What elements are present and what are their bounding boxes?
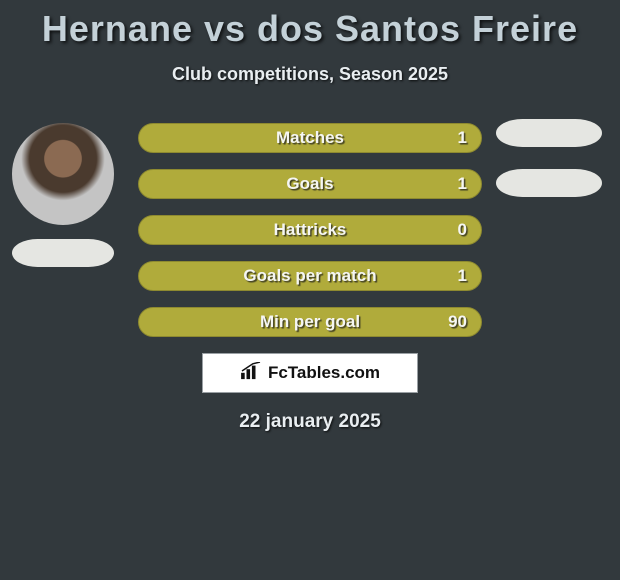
stat-value: 90: [448, 312, 467, 332]
stat-value: 1: [458, 266, 467, 286]
player-right-nameplate-1: [496, 119, 602, 147]
date-text: 22 january 2025: [0, 411, 620, 433]
comparison-content: Matches 1 Goals 1 Hattricks 0 Goals per …: [0, 123, 620, 433]
stat-bar-goals: Goals 1: [138, 169, 482, 199]
stat-label: Goals per match: [243, 266, 376, 286]
player-right-nameplate-2: [496, 169, 602, 197]
page-title: Hernane vs dos Santos Freire: [0, 0, 620, 50]
stat-value: 0: [458, 220, 467, 240]
stat-label: Hattricks: [274, 220, 347, 240]
stat-label: Min per goal: [260, 312, 360, 332]
player-left-avatar: [12, 123, 114, 225]
chart-icon: [240, 362, 262, 385]
stat-value: 1: [458, 174, 467, 194]
subtitle: Club competitions, Season 2025: [0, 64, 620, 85]
stats-bars: Matches 1 Goals 1 Hattricks 0 Goals per …: [138, 123, 482, 337]
stat-value: 1: [458, 128, 467, 148]
stat-label: Matches: [276, 128, 344, 148]
source-badge-text: FcTables.com: [268, 363, 380, 383]
stat-bar-goals-per-match: Goals per match 1: [138, 261, 482, 291]
stat-bar-min-per-goal: Min per goal 90: [138, 307, 482, 337]
stat-bar-matches: Matches 1: [138, 123, 482, 153]
stat-bar-hattricks: Hattricks 0: [138, 215, 482, 245]
player-left-nameplate: [12, 239, 114, 267]
player-left-column: [8, 123, 118, 267]
source-badge: FcTables.com: [202, 353, 418, 393]
stat-label: Goals: [286, 174, 333, 194]
player-right-column: [491, 119, 606, 197]
